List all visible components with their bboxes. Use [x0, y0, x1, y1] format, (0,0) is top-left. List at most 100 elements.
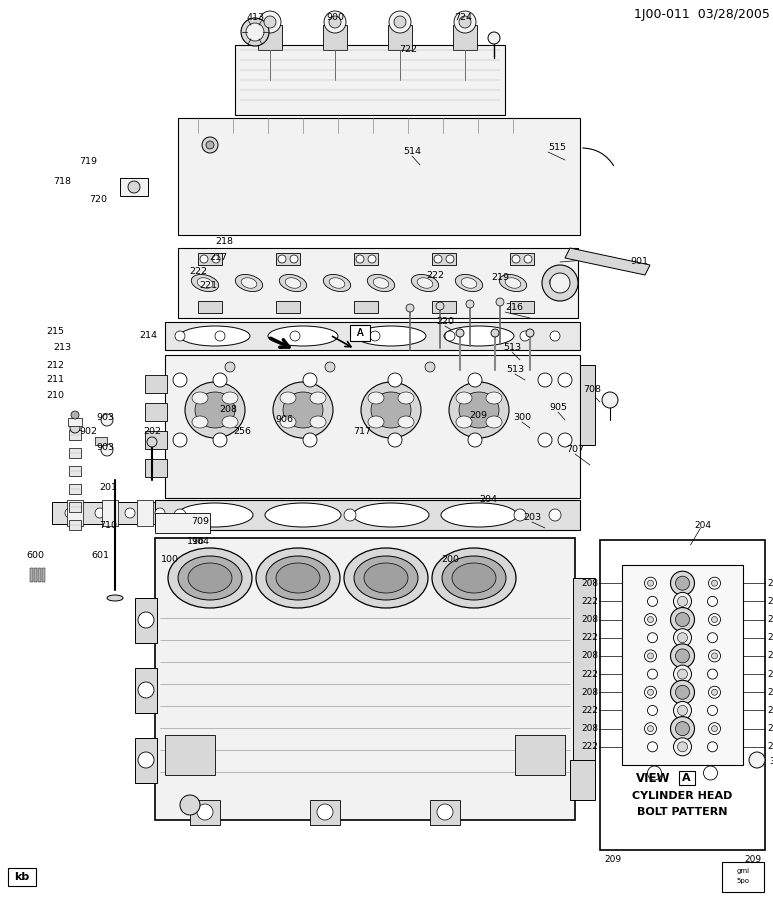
Text: 513: 513 — [506, 365, 524, 374]
Polygon shape — [565, 248, 650, 275]
Polygon shape — [235, 45, 505, 115]
Bar — [350, 325, 370, 341]
Circle shape — [645, 687, 656, 698]
Circle shape — [703, 766, 717, 780]
Ellipse shape — [444, 326, 514, 346]
Text: 209: 209 — [604, 855, 621, 864]
Ellipse shape — [441, 503, 517, 527]
Circle shape — [676, 576, 690, 590]
Text: 215: 215 — [46, 328, 64, 337]
Text: 208: 208 — [767, 652, 773, 661]
Circle shape — [324, 11, 346, 33]
Ellipse shape — [398, 392, 414, 404]
Text: 901: 901 — [630, 257, 648, 266]
Text: 600: 600 — [26, 551, 44, 560]
Text: 708: 708 — [583, 385, 601, 394]
Ellipse shape — [180, 326, 250, 346]
Circle shape — [200, 255, 208, 263]
Ellipse shape — [452, 563, 496, 593]
Bar — [198, 301, 222, 313]
Circle shape — [456, 329, 464, 337]
Bar — [155, 500, 580, 530]
Text: 707: 707 — [566, 446, 584, 454]
Text: 214: 214 — [139, 330, 157, 339]
Circle shape — [709, 687, 720, 698]
Text: 722: 722 — [399, 46, 417, 55]
Ellipse shape — [368, 416, 384, 428]
Text: 116: 116 — [187, 537, 205, 546]
Text: 208: 208 — [581, 688, 598, 697]
Text: 719: 719 — [79, 158, 97, 166]
Text: 202: 202 — [143, 428, 161, 436]
Bar — [155, 513, 210, 533]
Circle shape — [174, 509, 186, 521]
Bar — [432, 301, 456, 313]
Bar — [722, 862, 764, 892]
Text: 204: 204 — [479, 496, 497, 505]
Circle shape — [138, 752, 154, 768]
Ellipse shape — [285, 278, 301, 288]
Text: 902: 902 — [79, 428, 97, 436]
Ellipse shape — [177, 503, 253, 527]
Circle shape — [676, 722, 690, 735]
Text: 208: 208 — [767, 688, 773, 697]
Circle shape — [437, 804, 453, 820]
Ellipse shape — [364, 563, 408, 593]
Ellipse shape — [280, 392, 296, 404]
Circle shape — [468, 433, 482, 447]
Circle shape — [673, 592, 692, 610]
Bar — [198, 253, 222, 265]
Ellipse shape — [222, 392, 238, 404]
Circle shape — [406, 304, 414, 312]
Bar — [600, 540, 765, 850]
Text: BOLT PATTERN: BOLT PATTERN — [637, 807, 727, 817]
Text: 222: 222 — [581, 670, 598, 679]
Ellipse shape — [344, 548, 428, 608]
Ellipse shape — [192, 274, 219, 292]
Circle shape — [648, 669, 658, 680]
Ellipse shape — [486, 416, 502, 428]
Circle shape — [707, 706, 717, 716]
Ellipse shape — [195, 392, 235, 428]
Ellipse shape — [265, 503, 341, 527]
Circle shape — [707, 633, 717, 643]
Text: 208: 208 — [581, 652, 598, 661]
Ellipse shape — [373, 278, 389, 288]
Text: 300: 300 — [769, 758, 773, 767]
Bar — [354, 253, 378, 265]
Bar — [102, 500, 118, 526]
Bar — [310, 800, 340, 825]
Ellipse shape — [268, 326, 338, 346]
Circle shape — [709, 577, 720, 590]
Circle shape — [388, 433, 402, 447]
Bar — [145, 459, 167, 477]
Circle shape — [496, 298, 504, 306]
Text: 906: 906 — [275, 416, 293, 425]
Ellipse shape — [411, 274, 439, 292]
Circle shape — [459, 16, 471, 28]
Circle shape — [645, 577, 656, 590]
Circle shape — [344, 509, 356, 521]
Bar — [34, 568, 37, 582]
Text: 222: 222 — [767, 742, 773, 752]
Circle shape — [520, 331, 530, 341]
Circle shape — [394, 16, 406, 28]
Ellipse shape — [235, 274, 263, 292]
Circle shape — [648, 597, 658, 607]
Bar — [135, 668, 157, 713]
Bar — [95, 437, 107, 445]
Circle shape — [677, 742, 687, 751]
Circle shape — [526, 329, 534, 337]
Circle shape — [648, 652, 653, 659]
Bar — [276, 253, 300, 265]
Bar — [69, 430, 81, 440]
Circle shape — [71, 411, 79, 419]
Circle shape — [206, 141, 214, 149]
Text: 903: 903 — [96, 413, 114, 422]
Bar — [453, 25, 477, 50]
Circle shape — [648, 766, 662, 780]
Circle shape — [466, 300, 474, 308]
Ellipse shape — [222, 416, 238, 428]
Bar — [68, 418, 82, 426]
Ellipse shape — [192, 392, 208, 404]
